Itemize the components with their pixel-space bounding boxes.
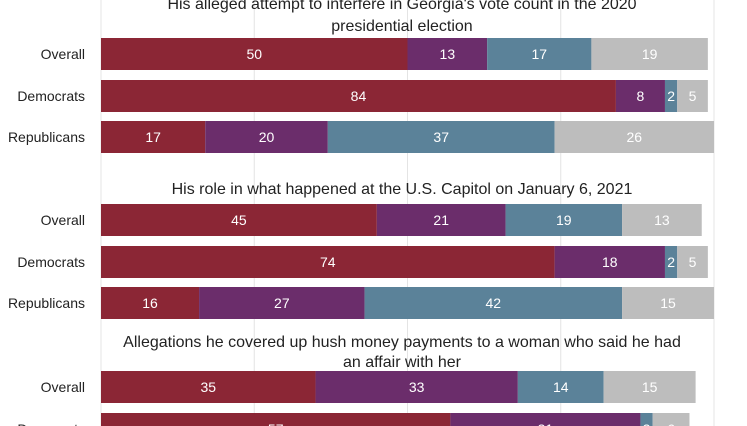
bar-segment bbox=[622, 287, 714, 319]
data-label: 19 bbox=[642, 46, 658, 62]
bar-segment bbox=[101, 80, 616, 112]
data-label: 2 bbox=[643, 421, 651, 426]
data-label: 13 bbox=[654, 212, 670, 228]
bar-segment bbox=[603, 371, 696, 403]
data-label: 17 bbox=[145, 129, 161, 145]
row-label: Democrats bbox=[17, 254, 85, 270]
data-label: 19 bbox=[556, 212, 572, 228]
bar-segment bbox=[376, 204, 506, 236]
row-label: Republicans bbox=[8, 295, 85, 311]
bar-segment bbox=[101, 413, 451, 426]
bar-segment bbox=[101, 371, 316, 403]
bar-segment bbox=[450, 413, 641, 426]
data-label: 13 bbox=[440, 46, 456, 62]
bar-segment bbox=[101, 38, 408, 70]
data-label: 42 bbox=[486, 295, 502, 311]
data-label: 74 bbox=[320, 254, 336, 270]
bar-segment bbox=[677, 80, 708, 112]
bar-segment bbox=[364, 287, 623, 319]
data-label: 6 bbox=[667, 421, 675, 426]
panel-title: Allegations he covered up hush money pay… bbox=[123, 334, 681, 351]
row-label: Overall bbox=[41, 379, 85, 395]
panel-title: His alleged attempt to interfere in Geor… bbox=[167, 0, 636, 13]
data-label: 17 bbox=[532, 46, 548, 62]
data-label: 16 bbox=[142, 295, 158, 311]
bar-segment bbox=[554, 246, 665, 278]
bar-segment bbox=[554, 121, 714, 153]
data-label: 15 bbox=[642, 379, 658, 395]
data-label: 57 bbox=[268, 421, 284, 426]
bar-segment bbox=[664, 80, 678, 112]
bar-segment bbox=[487, 38, 592, 70]
bar-segment bbox=[199, 287, 365, 319]
data-label: 21 bbox=[433, 212, 449, 228]
data-label: 37 bbox=[433, 129, 449, 145]
row-label: Republicans bbox=[8, 129, 85, 145]
bar-segment bbox=[407, 38, 488, 70]
data-label: 35 bbox=[200, 379, 216, 395]
row-label: Overall bbox=[41, 46, 85, 62]
data-label: 5 bbox=[689, 88, 697, 104]
data-label: 33 bbox=[409, 379, 425, 395]
bar-segment bbox=[652, 413, 690, 426]
panel-titles: His alleged attempt to interfere in Geor… bbox=[123, 0, 681, 371]
data-label: 31 bbox=[538, 421, 554, 426]
bar-segment bbox=[591, 38, 708, 70]
bar-segment bbox=[622, 204, 702, 236]
bar-segment bbox=[205, 121, 328, 153]
panel-title: an affair with her bbox=[343, 354, 462, 371]
data-label: 5 bbox=[689, 254, 697, 270]
bar-segment bbox=[664, 246, 678, 278]
data-label: 26 bbox=[627, 129, 643, 145]
bar-segment bbox=[517, 371, 604, 403]
row-label: Overall bbox=[41, 212, 85, 228]
bar-segment bbox=[101, 246, 555, 278]
bar-segment bbox=[101, 121, 206, 153]
row-label: Democrats bbox=[17, 421, 85, 426]
data-label: 8 bbox=[637, 88, 645, 104]
bar-segment bbox=[101, 204, 377, 236]
bar-segment bbox=[315, 371, 518, 403]
data-label: 2 bbox=[667, 88, 675, 104]
data-label: 27 bbox=[274, 295, 290, 311]
data-label: 18 bbox=[602, 254, 618, 270]
data-label: 15 bbox=[660, 295, 676, 311]
data-label: 14 bbox=[553, 379, 569, 395]
row-label: Democrats bbox=[17, 88, 85, 104]
row-labels: Overall Democrats Republicans Overall Democr… bbox=[8, 46, 85, 426]
data-label: 50 bbox=[246, 46, 262, 62]
data-label: 84 bbox=[351, 88, 367, 104]
panel-title: presidential election bbox=[331, 18, 472, 35]
panel-title: His role in what happened at the U.S. Ca… bbox=[172, 181, 633, 198]
bar-segment bbox=[677, 246, 708, 278]
data-label: 2 bbox=[667, 254, 675, 270]
bar-segment bbox=[615, 80, 665, 112]
data-label: 45 bbox=[231, 212, 247, 228]
data-label: 20 bbox=[259, 129, 275, 145]
bar-segment bbox=[327, 121, 555, 153]
bar-segment bbox=[101, 287, 200, 319]
bar-segment bbox=[505, 204, 623, 236]
bar-segment bbox=[640, 413, 653, 426]
